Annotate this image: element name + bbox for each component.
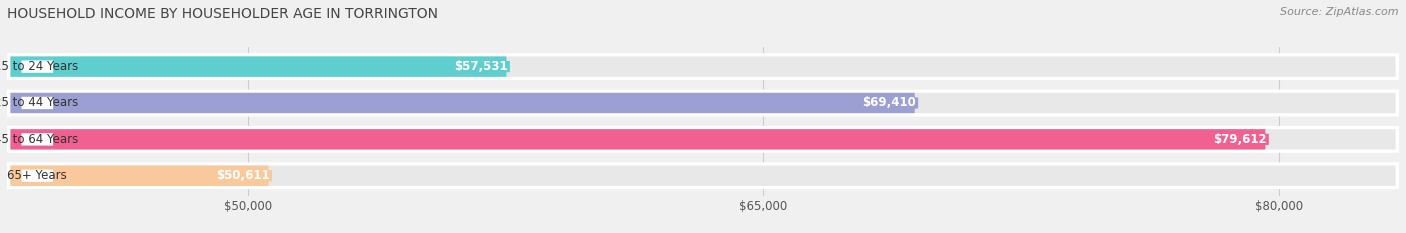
FancyBboxPatch shape	[7, 89, 1399, 116]
FancyBboxPatch shape	[7, 162, 1399, 189]
FancyBboxPatch shape	[21, 133, 53, 146]
FancyBboxPatch shape	[7, 126, 1399, 153]
FancyBboxPatch shape	[10, 165, 269, 186]
Text: 15 to 24 Years: 15 to 24 Years	[0, 60, 79, 73]
Text: $50,611: $50,611	[217, 169, 270, 182]
Text: $79,612: $79,612	[1213, 133, 1267, 146]
Text: 65+ Years: 65+ Years	[7, 169, 66, 182]
FancyBboxPatch shape	[21, 170, 53, 182]
FancyBboxPatch shape	[10, 56, 1396, 77]
FancyBboxPatch shape	[21, 97, 53, 109]
FancyBboxPatch shape	[10, 129, 1396, 150]
FancyBboxPatch shape	[10, 56, 506, 77]
Text: 25 to 44 Years: 25 to 44 Years	[0, 96, 79, 110]
FancyBboxPatch shape	[21, 60, 53, 73]
Text: Source: ZipAtlas.com: Source: ZipAtlas.com	[1281, 7, 1399, 17]
Text: 45 to 64 Years: 45 to 64 Years	[0, 133, 79, 146]
Text: $69,410: $69,410	[862, 96, 915, 110]
FancyBboxPatch shape	[10, 93, 1396, 113]
FancyBboxPatch shape	[10, 129, 1265, 150]
FancyBboxPatch shape	[1211, 134, 1268, 145]
FancyBboxPatch shape	[10, 93, 915, 113]
Text: HOUSEHOLD INCOME BY HOUSEHOLDER AGE IN TORRINGTON: HOUSEHOLD INCOME BY HOUSEHOLDER AGE IN T…	[7, 7, 439, 21]
FancyBboxPatch shape	[7, 53, 1399, 80]
FancyBboxPatch shape	[10, 165, 1396, 186]
Text: $57,531: $57,531	[454, 60, 508, 73]
FancyBboxPatch shape	[859, 97, 918, 109]
FancyBboxPatch shape	[451, 61, 510, 72]
FancyBboxPatch shape	[214, 170, 271, 181]
